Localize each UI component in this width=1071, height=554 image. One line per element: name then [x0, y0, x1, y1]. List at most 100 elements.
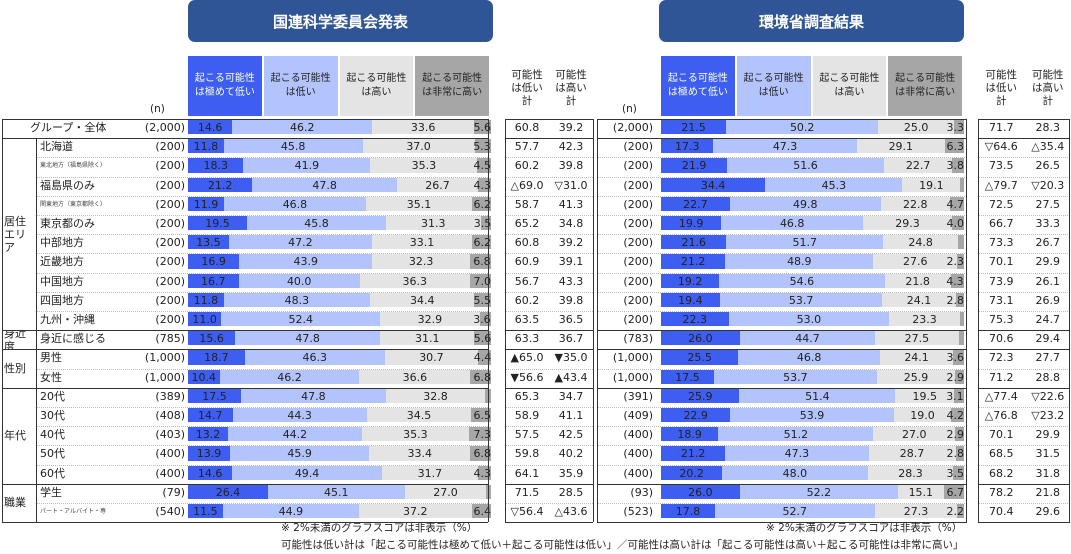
data-label: 53.7 — [788, 293, 814, 307]
total-header: 可能性 は低い 計 — [985, 68, 1018, 107]
data-label: 34.4 — [700, 178, 726, 192]
high-total: 31.5 — [1035, 447, 1061, 461]
row-divider — [36, 445, 488, 447]
bar-segment — [661, 350, 739, 365]
row-label: 50代 — [40, 447, 65, 461]
data-label: 53.0 — [796, 313, 822, 326]
high-total: 39.2 — [558, 236, 584, 250]
high-total: 31.8 — [1035, 466, 1061, 480]
low-total: ▽64.6 — [984, 140, 1018, 154]
bar-segment — [718, 427, 874, 442]
data-label: 25.5 — [687, 351, 712, 365]
data-label: 13.5 — [196, 236, 221, 250]
bar-segment — [953, 350, 964, 365]
data-label: 27.3 — [903, 505, 929, 518]
bar-segment — [362, 139, 475, 154]
bar-segment — [868, 446, 956, 461]
bar-segment — [960, 177, 964, 192]
high-total: 21.8 — [1035, 485, 1061, 499]
n-value: (1,000) — [144, 370, 185, 384]
row-divider — [978, 138, 1070, 140]
bar-segment — [188, 369, 220, 384]
row-divider — [505, 426, 593, 428]
bar-segment — [661, 388, 740, 403]
bar-segment — [224, 196, 366, 211]
bar-segment — [661, 235, 727, 250]
low-total: △76.8 — [984, 409, 1018, 422]
data-label: 5.6 — [473, 332, 492, 346]
row-divider — [978, 253, 1070, 255]
data-label: 17.5 — [202, 389, 227, 403]
bar-segment — [188, 216, 248, 231]
row-divider — [36, 176, 488, 178]
high-total: △43.6 — [554, 505, 588, 518]
row-divider — [978, 215, 1070, 216]
panel-title: 国連科学委員会発表 — [188, 0, 493, 42]
high-total: △35.4 — [1031, 140, 1065, 154]
bar-segment — [474, 139, 491, 154]
low-total: 72.5 — [989, 197, 1014, 211]
n-value: (540) — [155, 505, 185, 518]
bar-segment — [477, 177, 491, 192]
row-divider — [978, 464, 1070, 466]
row-divider — [597, 503, 967, 504]
data-label: 18.9 — [677, 428, 702, 442]
data-label: 47.8 — [301, 389, 326, 403]
column-divider — [2, 119, 3, 523]
data-label: 6.5 — [473, 409, 492, 422]
data-label: 5.5 — [473, 293, 492, 307]
bar-segment — [895, 388, 955, 403]
row-divider — [505, 215, 593, 216]
data-label: 22.7 — [905, 159, 931, 173]
low-total: 78.2 — [989, 485, 1014, 499]
data-label: 4.2 — [946, 409, 965, 422]
bar-segment — [267, 484, 405, 499]
bar-segment — [873, 254, 958, 269]
data-label: 51.6 — [793, 159, 818, 173]
data-label: 23.3 — [912, 313, 937, 326]
bar-segment — [729, 196, 881, 211]
bar-segment — [239, 254, 373, 269]
column-divider — [593, 119, 594, 523]
low-total: 57.5 — [514, 428, 540, 442]
data-label: 53.9 — [799, 409, 825, 422]
bar-segment — [955, 427, 964, 442]
low-total: 71.2 — [989, 370, 1014, 384]
row-divider — [505, 407, 593, 408]
bar-segment — [889, 312, 960, 327]
bar-segment — [235, 331, 381, 346]
bar-segment — [878, 120, 954, 135]
n-value: (200) — [623, 293, 653, 307]
row-divider — [505, 445, 593, 447]
data-label: 33.1 — [409, 236, 435, 250]
bar-segment — [359, 273, 470, 288]
data-label: 15.6 — [199, 332, 224, 346]
bar-segment — [230, 446, 370, 461]
row-divider — [2, 138, 488, 140]
row-divider — [978, 234, 1070, 236]
row-divider — [505, 483, 593, 485]
data-label: 4.0 — [946, 217, 965, 230]
n-value: (200) — [155, 236, 185, 250]
data-label: 3.6 — [946, 351, 965, 365]
data-label: 3.6 — [473, 313, 491, 326]
column-divider — [597, 119, 598, 523]
data-label: 47.8 — [312, 178, 337, 192]
bar-segment — [366, 408, 472, 423]
bar-segment — [661, 196, 730, 211]
data-label: 11.0 — [192, 313, 217, 326]
n-value: (783) — [623, 332, 653, 346]
data-label: 46.8 — [779, 217, 805, 230]
bar-segment — [725, 446, 869, 461]
bar-segment — [875, 331, 959, 346]
data-label: 11.8 — [193, 293, 219, 307]
bar-segment — [661, 427, 719, 442]
bar-segment — [188, 254, 240, 269]
bar-segment — [949, 196, 964, 211]
high-total: 39.8 — [558, 159, 584, 173]
data-label: 34.4 — [409, 293, 435, 307]
high-total: 36.7 — [558, 332, 584, 346]
row-divider — [597, 272, 967, 274]
data-label: 37.0 — [406, 140, 431, 154]
data-label: 3.5 — [946, 466, 965, 480]
